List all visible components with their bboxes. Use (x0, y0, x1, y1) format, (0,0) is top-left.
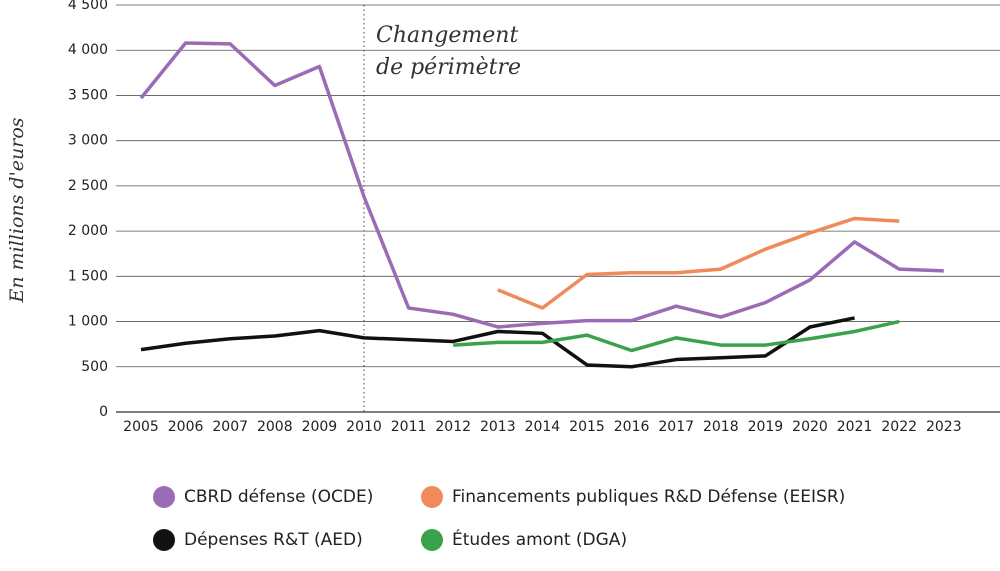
y-tick-label: 500 (81, 359, 108, 375)
x-tick-label: 2008 (257, 419, 293, 435)
series-line (497, 216, 900, 310)
x-tick-label: 2022 (881, 419, 917, 435)
series-line (453, 319, 900, 353)
x-tick-label: 2017 (658, 419, 694, 435)
x-tick-label: 2016 (614, 419, 650, 435)
y-tick-label: 4 500 (68, 0, 108, 13)
annotation: Changement (376, 23, 518, 48)
x-tick-label: 2009 (302, 419, 338, 435)
x-tick-label: 2012 (435, 419, 471, 435)
y-tick-label: 1 500 (68, 268, 108, 284)
y-tick-label: 0 (99, 404, 108, 420)
legend-label: CBRD défense (OCDE) (184, 487, 373, 507)
x-tick-label: 2023 (926, 419, 962, 435)
legend-marker (153, 529, 175, 551)
series-line (139, 41, 944, 329)
legend-label: Études amont (DGA) (452, 528, 627, 550)
x-tick-label: 2007 (212, 419, 248, 435)
y-tick-label: 2 000 (68, 223, 108, 239)
x-tick-label: 2020 (792, 419, 828, 435)
legend-label: Financements publiques R&D Défense (EEIS… (452, 487, 845, 507)
x-tick-label: 2021 (837, 419, 873, 435)
x-tick-label: 2015 (569, 419, 605, 435)
y-tick-label: 1 000 (68, 314, 108, 330)
legend-marker (153, 486, 175, 508)
y-tick-label: 3 500 (68, 87, 108, 103)
y-tick-label: 3 000 (68, 133, 108, 149)
y-axis-label: En millions d'euros (6, 117, 28, 303)
legend-marker (421, 529, 443, 551)
y-tick-label: 2 500 (68, 178, 108, 194)
x-tick-label: 2010 (346, 419, 382, 435)
series-line (140, 316, 855, 369)
legend-label: Dépenses R&T (AED) (184, 530, 363, 550)
x-tick-label: 2018 (703, 419, 739, 435)
legend-marker (421, 486, 443, 508)
x-tick-label: 2013 (480, 419, 516, 435)
x-tick-label: 2011 (391, 419, 427, 435)
x-tick-label: 2005 (123, 419, 159, 435)
y-tick-label: 4 000 (68, 42, 108, 58)
x-tick-label: 2019 (748, 419, 784, 435)
annotation: de périmètre (376, 55, 521, 80)
x-tick-label: 2014 (525, 419, 561, 435)
x-tick-label: 2006 (168, 419, 204, 435)
